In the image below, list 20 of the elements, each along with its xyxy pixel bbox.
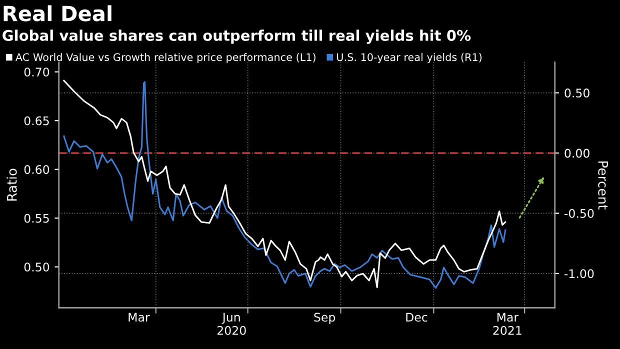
legend-label: AC World Value vs Growth relative price performance (L1) <box>15 53 316 64</box>
y-tick-label: 0.70 <box>24 68 50 77</box>
y-tick-label: 0.55 <box>24 214 49 223</box>
x-tick-label: Mar 2021 <box>493 312 522 335</box>
chart-subtitle: Global value shares can outperform till real yields hit 0% <box>2 30 471 44</box>
x-tick-label: Jun 2020 <box>217 312 246 335</box>
y-tick-label: 0.65 <box>24 116 49 126</box>
y2-tick-label: -1.00 <box>564 269 594 278</box>
y-tick-label: 0.50 <box>24 262 50 272</box>
x-tick-label: Dec <box>406 312 428 322</box>
x-tick-label: Mar <box>128 312 150 322</box>
y2-axis-title: Percent <box>598 161 608 210</box>
y-axis-title: Ratio <box>6 168 17 201</box>
y2-tick-label: 0.00 <box>564 148 590 158</box>
y2-tick-label: 0.50 <box>564 88 590 98</box>
chart-title: Real Deal <box>4 5 112 22</box>
y2-tick-label: -0.50 <box>564 208 594 218</box>
x-tick-label: Sep <box>314 312 336 324</box>
y-tick-label: 0.60 <box>24 165 50 174</box>
legend-label: U.S. 10-year real yields (R1) <box>337 53 482 64</box>
